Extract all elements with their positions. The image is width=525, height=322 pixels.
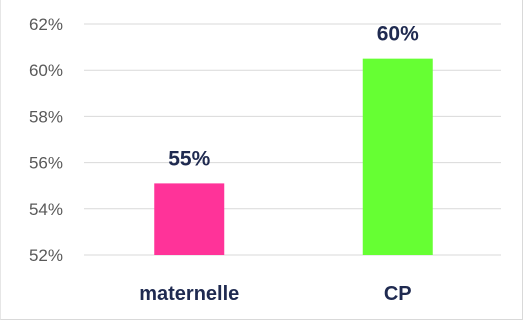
bar-cp	[362, 58, 433, 256]
y-tick-label: 52%	[29, 246, 63, 265]
y-tick-label: 54%	[29, 200, 63, 219]
bars	[154, 58, 433, 256]
y-tick-label: 62%	[29, 15, 63, 34]
y-tick-label: 56%	[29, 154, 63, 173]
category-label: maternelle	[139, 283, 239, 305]
bar-maternelle	[154, 183, 225, 255]
y-tick-label: 58%	[29, 107, 63, 126]
data-label: 55%	[168, 147, 210, 170]
y-axis-tick-labels: 52% 54% 56% 58% 60% 62%	[29, 15, 63, 265]
y-tick-label: 60%	[29, 61, 63, 80]
data-labels: 55% 60%	[168, 23, 419, 171]
category-labels: maternelle CP	[139, 283, 411, 305]
category-label: CP	[384, 283, 412, 305]
gridlines	[84, 23, 501, 256]
data-label: 60%	[377, 23, 419, 46]
